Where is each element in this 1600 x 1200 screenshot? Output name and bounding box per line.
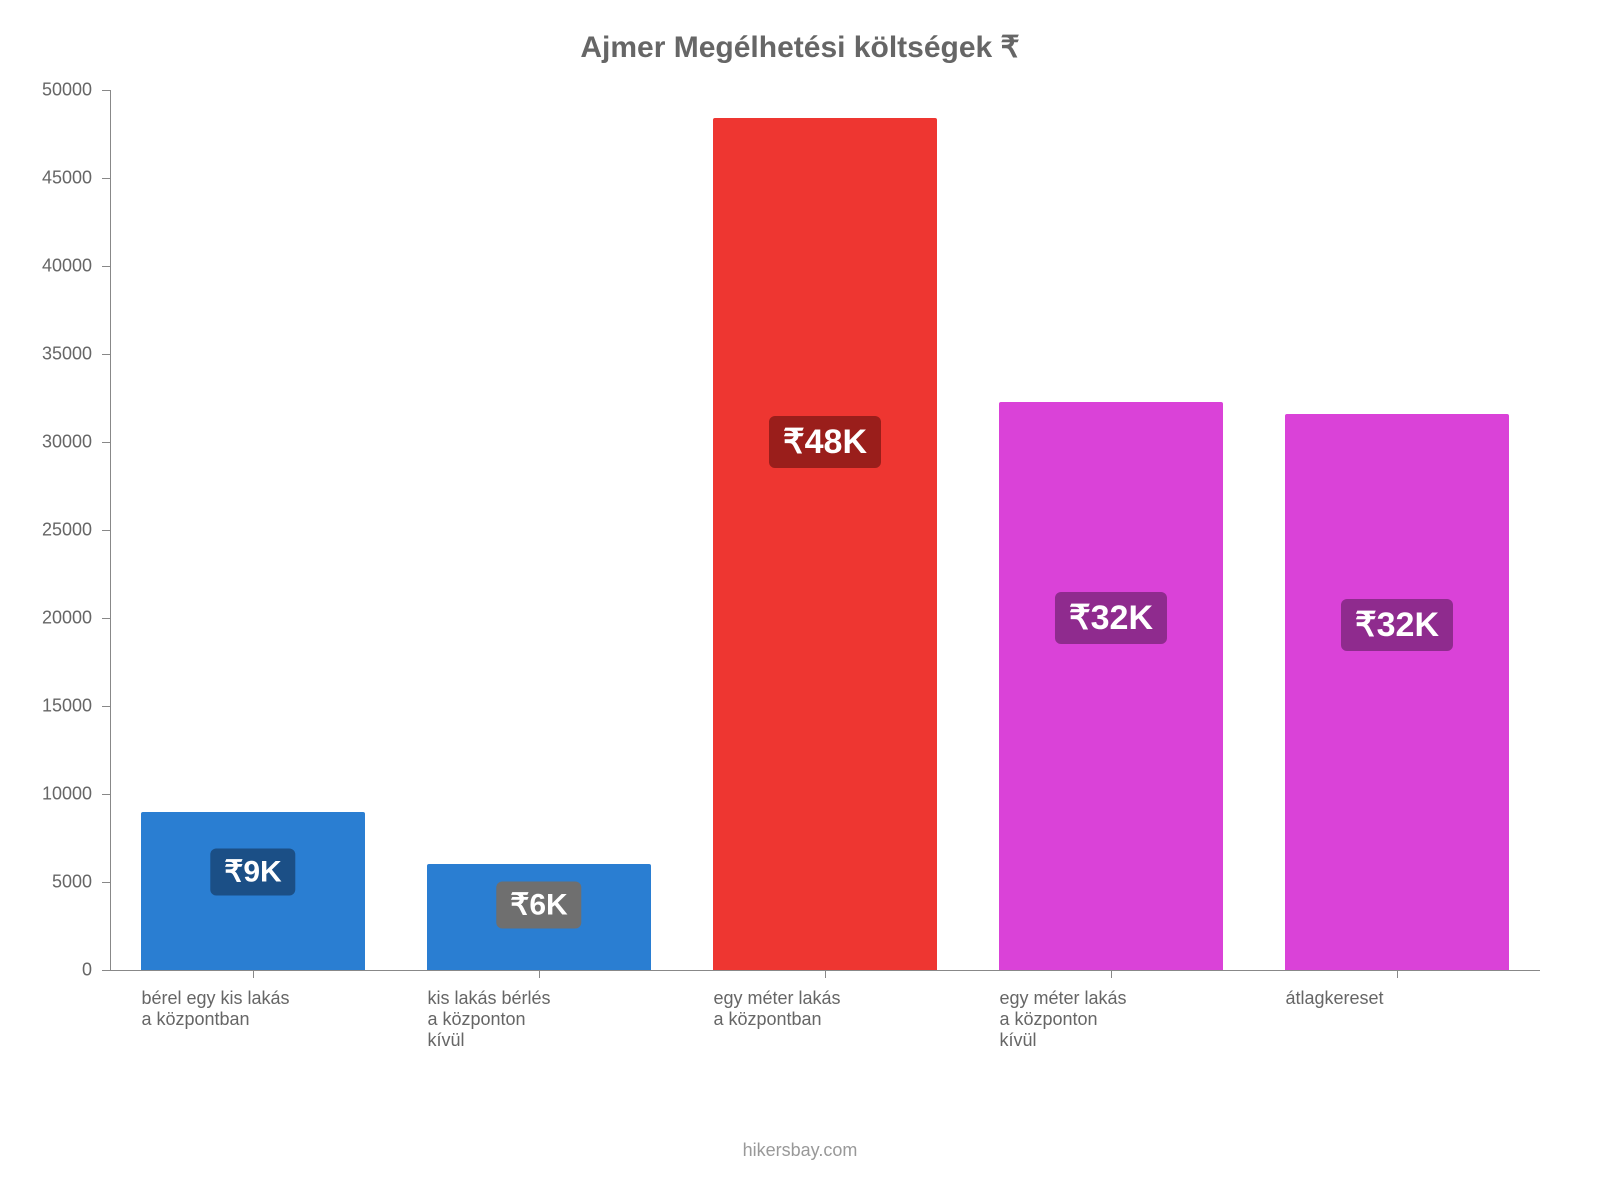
y-tick-label: 0 <box>0 960 92 981</box>
y-tick-mark <box>102 882 110 883</box>
y-tick-label: 25000 <box>0 520 92 541</box>
x-tick-mark <box>825 970 826 978</box>
x-tick-mark <box>1397 970 1398 978</box>
bar-value-label: ₹6K <box>496 881 581 928</box>
bar <box>1285 414 1508 970</box>
y-tick-label: 50000 <box>0 80 92 101</box>
bar <box>713 118 936 970</box>
y-tick-label: 15000 <box>0 696 92 717</box>
bar-value-label: ₹32K <box>1341 599 1453 651</box>
x-category-label: egy méter lakás a központon kívül <box>999 988 1252 1051</box>
x-tick-mark <box>253 970 254 978</box>
bar <box>999 402 1222 970</box>
y-tick-mark <box>102 794 110 795</box>
x-tick-mark <box>539 970 540 978</box>
bar-value-label: ₹9K <box>210 848 295 895</box>
y-axis-line <box>110 90 111 970</box>
x-category-label: egy méter lakás a központban <box>713 988 966 1030</box>
x-category-label: átlagkereset <box>1285 988 1538 1009</box>
y-tick-label: 40000 <box>0 256 92 277</box>
y-tick-mark <box>102 706 110 707</box>
y-tick-mark <box>102 618 110 619</box>
y-tick-mark <box>102 442 110 443</box>
bar-value-label: ₹32K <box>1055 592 1167 644</box>
bar-value-label: ₹48K <box>769 416 881 468</box>
x-category-label: bérel egy kis lakás a központban <box>141 988 394 1030</box>
y-tick-label: 5000 <box>0 872 92 893</box>
y-tick-mark <box>102 530 110 531</box>
y-tick-label: 20000 <box>0 608 92 629</box>
y-tick-mark <box>102 354 110 355</box>
chart-title: Ajmer Megélhetési költségek ₹ <box>0 30 1600 65</box>
y-tick-mark <box>102 970 110 971</box>
x-category-label: kis lakás bérlés a központon kívül <box>427 988 680 1051</box>
y-tick-label: 10000 <box>0 784 92 805</box>
y-tick-label: 45000 <box>0 168 92 189</box>
y-tick-label: 30000 <box>0 432 92 453</box>
y-tick-mark <box>102 178 110 179</box>
y-tick-mark <box>102 266 110 267</box>
chart-stage: Ajmer Megélhetési költségek ₹ hikersbay.… <box>0 0 1600 1200</box>
y-tick-mark <box>102 90 110 91</box>
y-tick-label: 35000 <box>0 344 92 365</box>
x-tick-mark <box>1111 970 1112 978</box>
chart-footer: hikersbay.com <box>0 1140 1600 1161</box>
plot-area <box>110 90 1540 970</box>
